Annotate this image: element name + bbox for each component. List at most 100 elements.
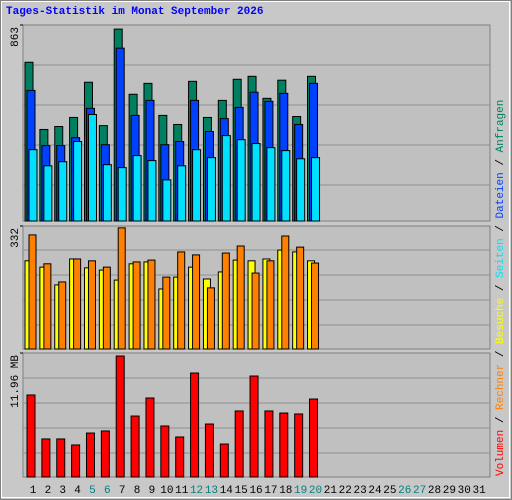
bar [85,432,95,478]
bar [73,258,82,350]
legend-separator: / [495,218,507,238]
legend-entry: Besuche [495,298,507,344]
x-tick-label: 14 [220,485,234,497]
y-tick-label: 11.96 MB [10,355,22,408]
bar [100,430,110,478]
x-tick-label: 7 [119,485,126,497]
bar [87,113,97,222]
bar [192,149,202,222]
bar [117,227,126,350]
x-tick-label: 24 [368,485,382,497]
bar [147,259,156,350]
bar [26,394,36,478]
x-tick-label: 28 [428,485,441,497]
bar [279,412,289,478]
x-tick-label: 15 [235,485,248,497]
x-tick-label: 16 [249,485,262,497]
x-tick-label: 31 [472,485,486,497]
bar [309,398,319,478]
x-tick-label: 22 [339,485,352,497]
x-tick-label: 9 [149,485,156,497]
bar [296,246,305,350]
legend-separator: / [495,152,507,172]
bar [251,143,261,222]
bar [219,443,229,478]
x-tick-label: 12 [190,485,203,497]
x-tick-label: 29 [443,485,456,497]
bar [204,423,214,478]
bar [206,287,215,350]
bar [73,141,83,222]
x-tick-label: 27 [413,485,426,497]
bar [162,276,171,350]
bar [249,375,259,478]
bar [311,157,321,222]
bar [130,415,140,478]
bar [43,263,52,350]
bar [266,147,276,222]
bar [132,155,142,222]
bar [28,149,38,222]
x-tick-label: 23 [354,485,367,497]
bar [221,252,230,350]
bar [160,425,170,478]
legend-entry: Anfragen [495,100,507,153]
legend: Volumen / Rechner / Besuche / Seiten / D… [495,100,507,476]
bar [132,261,141,350]
bar [294,413,304,478]
bar [266,260,275,350]
chart-title: Tages-Statistik im Monat September 2026 [6,6,263,18]
bar [102,164,112,222]
x-tick-label: 18 [279,485,292,497]
bar [117,167,127,222]
bar [71,444,81,478]
bar [234,410,244,478]
x-tick-label: 1 [30,485,37,497]
x-tick-label: 30 [458,485,471,497]
bar [296,158,306,222]
bar [236,139,246,222]
x-tick-label: 11 [175,485,189,497]
x-tick-label: 26 [398,485,411,497]
bar [221,135,231,222]
bar [281,150,291,222]
x-tick-label: 8 [134,485,141,497]
bar [43,165,53,222]
bar [58,161,68,222]
bar [58,281,67,350]
bar [162,179,172,222]
x-tick-label: 3 [59,485,66,497]
bar [41,438,51,478]
bar [28,234,37,350]
bar [192,254,201,350]
bar [115,355,125,478]
y-tick-label: 332 [10,228,22,248]
bar [102,266,111,350]
x-tick-label: 25 [383,485,396,497]
x-tick-label: 20 [309,485,322,497]
bar [177,251,186,350]
legend-entry: Dateien [495,172,507,218]
x-tick-label: 10 [160,485,173,497]
legend-entry: Rechner [495,364,507,410]
legend-separator: / [495,410,507,430]
legend-entry: Seiten [495,238,507,278]
bar [87,260,96,350]
x-tick-label: 6 [104,485,111,497]
bar [206,157,216,222]
y-tick-label: 863 [10,27,22,47]
legend-separator: / [495,278,507,298]
bar [177,165,187,222]
bar [145,397,155,478]
bar [236,245,245,350]
bar [175,436,185,478]
x-tick-label: 19 [294,485,307,497]
bar [190,372,200,478]
x-tick-label: 21 [324,485,338,497]
x-tick-label: 4 [74,485,81,497]
x-tick-label: 17 [264,485,277,497]
bar [311,262,320,350]
bar [281,235,290,350]
x-tick-label: 13 [205,485,218,497]
